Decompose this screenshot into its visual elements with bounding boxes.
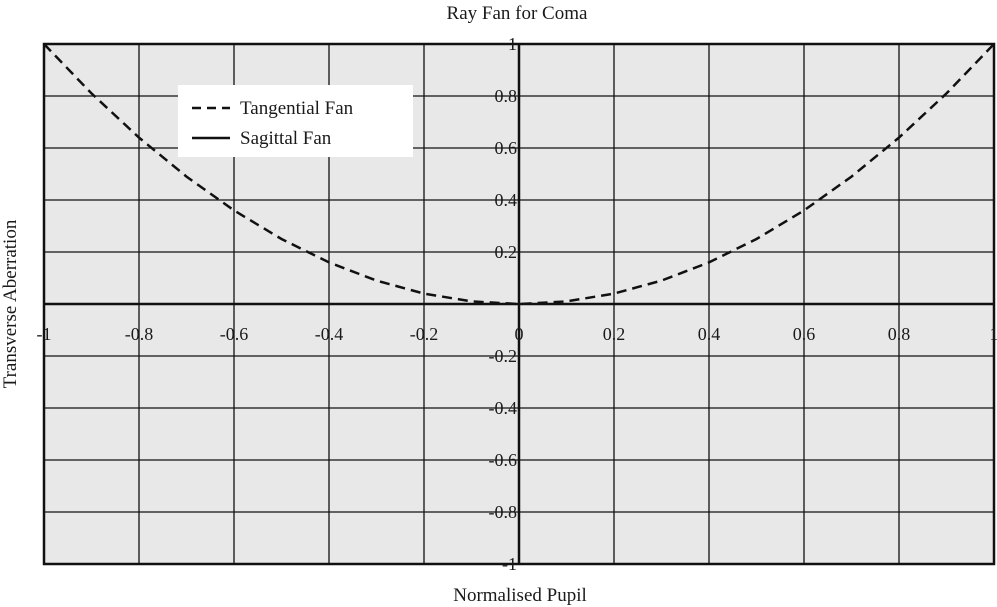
legend-box (178, 85, 413, 157)
x-tick-label-1: -0.8 (125, 324, 154, 344)
y-tick-label-8: 0.6 (495, 138, 518, 158)
series-layer (43, 43, 995, 306)
legend: Tangential Fan Sagittal Fan (178, 85, 413, 157)
y-tick-label-1: -0.8 (489, 502, 518, 522)
y-tick-label-2: -0.6 (489, 450, 518, 470)
y-tick-label-6: 0.2 (495, 242, 518, 262)
y-tick-label-7: 0.4 (495, 190, 518, 210)
x-tick-label-9: 0.8 (888, 324, 911, 344)
series-tangential-fan (43, 43, 995, 306)
x-tick-label-2: -0.6 (220, 324, 249, 344)
x-tick-label-0: -1 (37, 324, 52, 344)
x-tick-label-7: 0.4 (698, 324, 721, 344)
x-tick-label-10: 1 (990, 324, 997, 344)
x-tick-label-8: 0.6 (793, 324, 816, 344)
legend-label-tangential: Tangential Fan (240, 98, 354, 119)
x-tick-label-3: -0.4 (315, 324, 344, 344)
y-tick-label-3: -0.4 (489, 398, 518, 418)
x-tick-label-4: -0.2 (410, 324, 439, 344)
y-axis-label: Transverse Aberration (0, 219, 21, 388)
y-tick-label-10: 1 (508, 34, 517, 54)
tick-labels: -1 -0.8 -0.6 -0.4 -0.2 0 0.2 0.4 0.6 0.8 1-1-0.8-0… (37, 34, 997, 574)
y-tick-label-0: -1 (502, 554, 517, 574)
y-tick-label-9: 0.8 (495, 86, 518, 106)
x-tick-label-5: 0 (515, 324, 524, 344)
legend-label-sagittal: Sagittal Fan (240, 128, 332, 149)
x-tick-label-6: 0.2 (603, 324, 626, 344)
chart-title: Ray Fan for Coma (447, 3, 588, 24)
x-axis-label: Normalised Pupil (453, 585, 587, 606)
y-tick-label-4: -0.2 (489, 346, 518, 366)
